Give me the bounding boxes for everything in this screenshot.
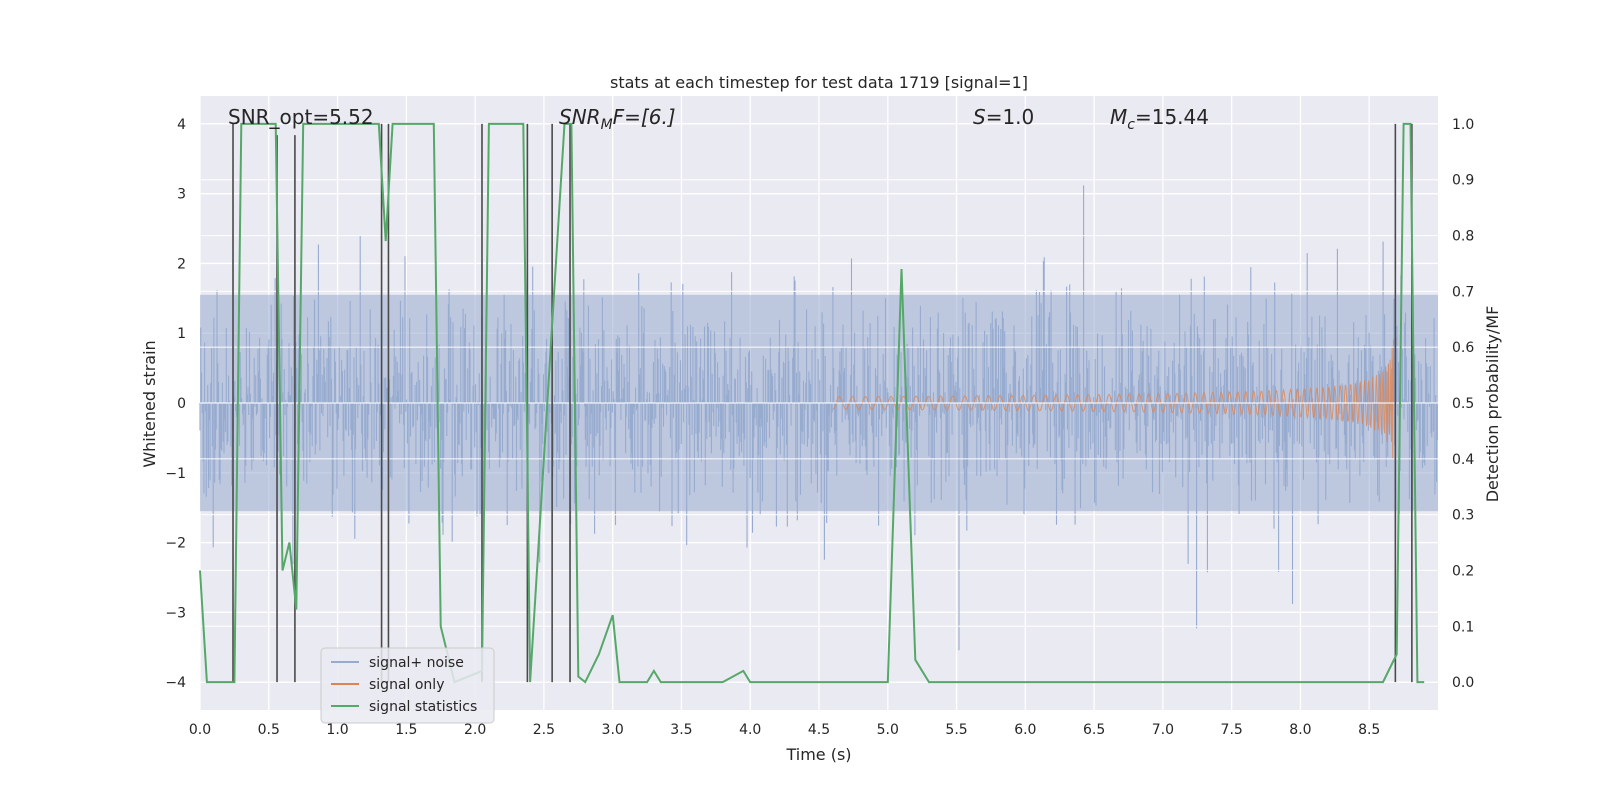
x-tick-2: 1.0 (326, 722, 348, 738)
y-right-tick-9: 0.1 (1452, 619, 1474, 635)
annotation-mc-value: =15.44 (1135, 105, 1209, 129)
y-right-tick-4: 0.6 (1452, 340, 1474, 356)
legend-label-signal: signal only (369, 677, 444, 693)
x-tick-11: 5.5 (945, 722, 967, 738)
y-right-tick-3: 0.7 (1452, 284, 1474, 300)
x-tick-3: 1.5 (395, 722, 417, 738)
x-tick-13: 6.5 (1083, 722, 1105, 738)
y-axis-right-label: Detection probability/MF (1483, 306, 1502, 503)
legend-label-stats: signal statistics (369, 699, 477, 715)
x-tick-7: 3.5 (670, 722, 692, 738)
signal-only-trace (832, 339, 1395, 459)
x-tick-10: 5.0 (877, 722, 899, 738)
y-axis-left-label: Whitened strain (140, 340, 159, 467)
x-tick-17: 8.5 (1358, 722, 1380, 738)
y-right-tick-5: 0.5 (1452, 396, 1474, 412)
y-axis-left-ticks: 4 3 2 1 0 −1 −2 −3 −4 (165, 117, 186, 691)
annotation-mc: Mc=15.44 (1110, 105, 1209, 133)
x-tick-4: 2.0 (464, 722, 486, 738)
y-right-tick-7: 0.3 (1452, 508, 1474, 524)
annotation-mc-sub: c (1127, 117, 1135, 133)
y-left-tick-3: 1 (177, 326, 186, 342)
annotation-snr-mf-f: F=[6.] (613, 105, 676, 129)
x-tick-15: 7.5 (1221, 722, 1243, 738)
annotation-snr-mf: SNRMF=[6.] (559, 105, 676, 133)
annotation-snr-opt: SNR_opt=5.52 (228, 105, 374, 129)
x-tick-9: 4.5 (808, 722, 830, 738)
annotation-snr-mf-sub: M (601, 117, 613, 133)
annotation-snr-mf-base: SNR (559, 105, 601, 129)
y-left-tick-8: −4 (165, 675, 186, 691)
y-right-tick-1: 0.9 (1452, 173, 1474, 189)
legend-label-noise: signal+ noise (369, 655, 464, 671)
x-tick-0: 0.0 (189, 722, 211, 738)
annotation-s-label: S (973, 105, 986, 129)
x-tick-14: 7.0 (1152, 722, 1174, 738)
y-left-tick-1: 3 (177, 187, 186, 203)
x-tick-1: 0.5 (258, 722, 280, 738)
x-tick-8: 4.0 (739, 722, 761, 738)
x-axis-label: Time (s) (785, 745, 851, 764)
y-axis-right-ticks: 1.0 0.9 0.8 0.7 0.6 0.5 0.4 0.3 0.2 0.1 0.0 (1452, 117, 1474, 691)
x-tick-5: 2.5 (533, 722, 555, 738)
y-left-tick-0: 4 (177, 117, 186, 133)
y-left-tick-5: −1 (165, 466, 186, 482)
y-right-tick-8: 0.2 (1452, 563, 1474, 579)
annotation-s-value: =1.0 (986, 105, 1035, 129)
y-left-tick-6: −2 (165, 536, 186, 552)
x-tick-6: 3.0 (602, 722, 624, 738)
y-left-tick-4: 0 (177, 396, 186, 412)
y-right-tick-10: 0.0 (1452, 675, 1474, 691)
x-axis-ticks: 0.0 0.5 1.0 1.5 2.0 2.5 3.0 3.5 4.0 4.5 5.0 5.5 6.0 6… (189, 722, 1380, 738)
annotation-mc-base: M (1110, 105, 1127, 129)
y-left-tick-2: 2 (177, 256, 186, 272)
y-right-tick-6: 0.4 (1452, 452, 1474, 468)
y-right-tick-2: 0.8 (1452, 229, 1474, 245)
chart-title: stats at each timestep for test data 171… (610, 73, 1028, 92)
signal-statistics-line (199, 122, 1425, 684)
y-left-tick-7: −3 (165, 605, 186, 621)
legend-box (320, 647, 495, 724)
annotation-s: S=1.0 (973, 105, 1034, 129)
y-right-tick-0: 1.0 (1452, 117, 1474, 133)
x-tick-12: 6.0 (1014, 722, 1036, 738)
x-tick-16: 8.0 (1289, 722, 1311, 738)
signal-only-series (832, 339, 1395, 459)
legend: signal+ noise signal only signal statist… (320, 647, 495, 724)
